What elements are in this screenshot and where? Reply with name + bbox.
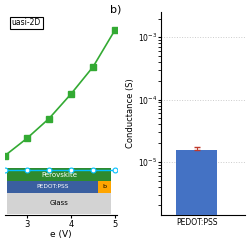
Text: uasi-2D: uasi-2D (12, 19, 41, 27)
Text: PEDOT:PSS: PEDOT:PSS (37, 185, 69, 189)
Y-axis label: Conductance (S): Conductance (S) (126, 79, 135, 148)
Text: Perovskite: Perovskite (41, 172, 77, 178)
Text: Glass: Glass (50, 200, 68, 206)
Text: b): b) (110, 4, 121, 14)
X-axis label: e (V): e (V) (50, 230, 72, 239)
Bar (7, 181, 111, 193)
Text: b: b (103, 185, 107, 189)
Bar (99, 181, 111, 193)
Bar (7, 193, 111, 214)
Bar (7, 168, 111, 181)
Bar (176, 150, 217, 247)
